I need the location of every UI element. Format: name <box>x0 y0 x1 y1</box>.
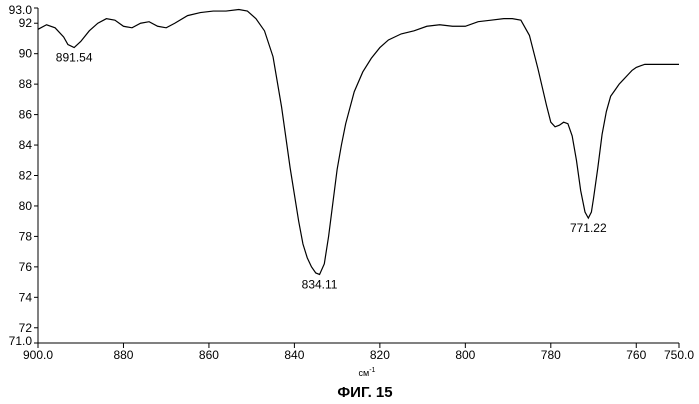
peak-label: 771.22 <box>570 221 607 235</box>
y-tick-label: 76 <box>19 260 33 274</box>
y-tick-label: 74 <box>19 290 33 304</box>
y-tick-label: 88 <box>19 77 33 91</box>
x-unit-text: см <box>359 368 370 378</box>
x-tick-label: 880 <box>113 348 133 362</box>
tick-marks <box>34 8 679 348</box>
tick-labels: 900.0 880 860 840 820 800 780 760 750.0 93.092 90 8… <box>9 3 695 362</box>
y-tick-label: 86 <box>19 108 33 122</box>
y-tick-label: 78 <box>19 229 33 243</box>
x-tick-label: 840 <box>284 348 304 362</box>
y-tick-label: 93.0 <box>9 3 33 17</box>
y-tick-label: 80 <box>19 199 33 213</box>
y-tick-label: 72 <box>19 321 33 335</box>
x-tick-label: 820 <box>370 348 390 362</box>
x-tick-label: 800 <box>455 348 475 362</box>
x-tick-label: 750.0 <box>664 348 694 362</box>
x-tick-label: 860 <box>199 348 219 362</box>
x-tick-label: 900.0 <box>23 348 53 362</box>
axes <box>38 8 679 343</box>
x-tick-label: 760 <box>626 348 646 362</box>
y-tick-label: 90 <box>19 47 33 61</box>
x-unit-label: см-1 <box>359 367 376 378</box>
y-tick-label: 92 <box>19 16 33 30</box>
peak-label: 891.54 <box>56 51 93 65</box>
x-tick-label: 780 <box>541 348 561 362</box>
y-tick-label: 84 <box>19 138 33 152</box>
y-tick-label: 71.0 <box>9 334 33 348</box>
peak-label: 834.11 <box>302 277 338 291</box>
x-unit-exponent: -1 <box>369 367 375 374</box>
y-tick-label: 82 <box>19 169 33 183</box>
figure-caption: ФИГ. 15 <box>337 384 392 401</box>
peak-labels: 891.54 834.11 771.22 <box>56 51 607 292</box>
